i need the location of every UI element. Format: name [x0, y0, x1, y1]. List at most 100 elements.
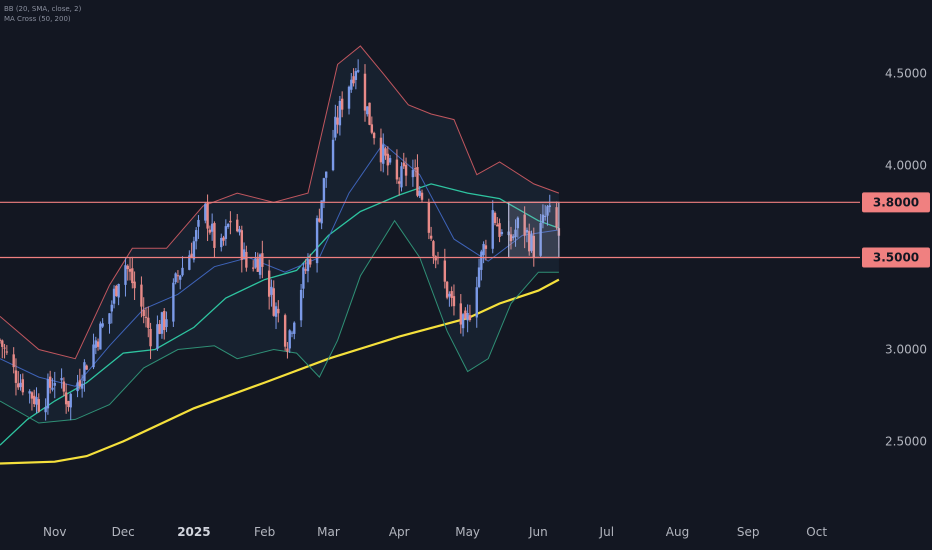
candle — [379, 128, 383, 172]
candle — [115, 284, 118, 297]
candle — [509, 226, 513, 250]
level-price-tag-1 — [862, 247, 930, 268]
candle — [238, 225, 241, 236]
candle — [101, 318, 104, 329]
candle — [514, 219, 517, 247]
candle — [64, 383, 68, 414]
candle — [386, 146, 389, 176]
candle — [452, 284, 456, 316]
candle — [459, 294, 462, 334]
candle — [496, 217, 499, 227]
candle — [480, 249, 483, 281]
candle — [174, 272, 177, 285]
candle — [516, 216, 520, 238]
candle — [448, 291, 451, 307]
candle — [498, 218, 501, 243]
candle — [304, 259, 307, 274]
candle — [197, 215, 200, 239]
candle — [363, 64, 367, 122]
y-tick-label: 2.5000 — [885, 434, 927, 448]
consolidation-range-box[interactable] — [508, 201, 560, 259]
candle — [356, 59, 360, 74]
candle — [466, 304, 469, 333]
candle — [347, 85, 351, 115]
candle — [336, 105, 339, 134]
candle — [500, 229, 504, 237]
candle — [76, 374, 79, 398]
candle — [80, 374, 84, 398]
candle — [21, 373, 25, 396]
candle — [163, 308, 166, 340]
y-tick-label: 4.0000 — [885, 159, 927, 173]
candle — [3, 343, 6, 359]
x-tick-label: 2025 — [177, 525, 210, 539]
candle — [208, 225, 212, 235]
candle — [254, 252, 257, 269]
candle — [404, 157, 408, 187]
x-tick-label: Jul — [599, 525, 614, 539]
candle — [17, 371, 20, 390]
x-tick-label: Feb — [254, 525, 275, 539]
candle — [309, 253, 312, 268]
candle — [274, 302, 278, 330]
candle — [523, 206, 526, 249]
candle — [226, 222, 230, 229]
level-price-label-1: 3.5000 — [873, 251, 919, 265]
candle — [443, 248, 447, 289]
candle — [158, 319, 161, 335]
candle — [299, 283, 303, 327]
candle — [416, 154, 419, 198]
ma-cross-legend-label[interactable]: MA Cross (50, 200) — [4, 15, 71, 23]
candle — [418, 185, 421, 199]
candle — [290, 330, 294, 338]
candle — [149, 322, 152, 360]
candle — [67, 400, 70, 412]
candle — [126, 264, 129, 281]
candle — [461, 312, 465, 337]
candle — [302, 262, 305, 299]
candle — [236, 213, 239, 233]
candle — [110, 300, 113, 324]
candle — [388, 155, 392, 165]
x-tick-label: Apr — [389, 525, 410, 539]
candle — [28, 389, 31, 404]
x-tick-label: May — [455, 525, 480, 539]
candle — [19, 374, 22, 391]
candle — [12, 347, 15, 374]
x-tick-label: Aug — [666, 525, 689, 539]
candle — [382, 133, 385, 173]
candle — [78, 368, 82, 390]
candle — [354, 67, 358, 90]
candle — [172, 278, 175, 327]
candle — [144, 307, 148, 328]
candle — [96, 338, 100, 351]
candle — [240, 225, 244, 273]
bb-legend-label[interactable]: BB (20, SMA, close, 2) — [4, 5, 82, 13]
candle — [288, 329, 291, 353]
candle — [411, 159, 415, 187]
candle — [190, 242, 193, 259]
indicator-legend: BB (20, SMA, close, 2) MA Cross (50, 200… — [4, 4, 81, 24]
candle — [60, 368, 63, 389]
candle — [322, 177, 326, 209]
candle — [188, 250, 191, 271]
x-tick-label: Nov — [43, 525, 66, 539]
candle — [0, 338, 2, 344]
level-price-label-0: 3.8000 — [873, 195, 919, 209]
candle — [179, 274, 182, 290]
candle — [427, 198, 431, 240]
candle — [539, 214, 542, 258]
candle — [222, 235, 225, 246]
candle — [30, 391, 34, 411]
candle — [204, 202, 207, 224]
candle — [400, 162, 403, 192]
bollinger-band-fill — [0, 46, 559, 423]
y-tick-label: 4.5000 — [885, 67, 927, 81]
candle — [128, 257, 132, 281]
candle — [256, 252, 259, 272]
candle — [338, 95, 342, 136]
candle — [160, 311, 164, 339]
candle — [133, 271, 136, 300]
candle — [525, 227, 529, 243]
